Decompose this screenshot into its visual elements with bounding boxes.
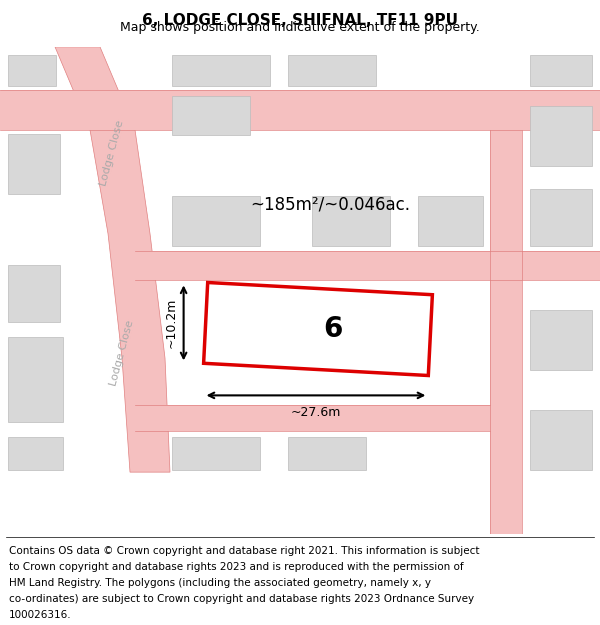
Bar [135, 405, 490, 431]
Bar [8, 134, 60, 194]
Text: HM Land Registry. The polygons (including the associated geometry, namely x, y: HM Land Registry. The polygons (includin… [9, 578, 431, 588]
Bar [172, 437, 260, 470]
Bar [135, 251, 600, 280]
Bar [288, 55, 376, 86]
Bar [172, 96, 250, 135]
Bar [8, 437, 63, 470]
Text: 6, LODGE CLOSE, SHIFNAL, TF11 9PU: 6, LODGE CLOSE, SHIFNAL, TF11 9PU [142, 13, 458, 28]
Text: ~185m²/~0.046ac.: ~185m²/~0.046ac. [250, 196, 410, 214]
Bar [8, 265, 60, 322]
Bar [172, 55, 270, 86]
Text: ~27.6m: ~27.6m [291, 406, 341, 419]
Bar [172, 196, 260, 246]
Bar [530, 189, 592, 246]
Bar [530, 55, 592, 86]
Text: 100026316.: 100026316. [9, 609, 71, 619]
Text: Lodge Close: Lodge Close [98, 119, 125, 187]
Bar [530, 410, 592, 470]
Bar [530, 106, 592, 166]
Text: to Crown copyright and database rights 2023 and is reproduced with the permissio: to Crown copyright and database rights 2… [9, 562, 464, 572]
Text: Lodge Close: Lodge Close [109, 319, 136, 387]
Bar [312, 196, 390, 246]
Text: Contains OS data © Crown copyright and database right 2021. This information is : Contains OS data © Crown copyright and d… [9, 546, 479, 556]
Bar [0, 91, 600, 130]
Text: 6: 6 [323, 315, 343, 343]
Polygon shape [55, 47, 170, 472]
Bar [530, 311, 592, 371]
Bar [8, 55, 56, 86]
Text: Map shows position and indicative extent of the property.: Map shows position and indicative extent… [120, 21, 480, 34]
Bar [8, 338, 63, 422]
Text: ~10.2m: ~10.2m [164, 298, 178, 348]
Bar [418, 196, 483, 246]
Text: co-ordinates) are subject to Crown copyright and database rights 2023 Ordnance S: co-ordinates) are subject to Crown copyr… [9, 594, 474, 604]
Bar [288, 437, 366, 470]
Bar [490, 130, 522, 534]
Polygon shape [203, 282, 433, 376]
